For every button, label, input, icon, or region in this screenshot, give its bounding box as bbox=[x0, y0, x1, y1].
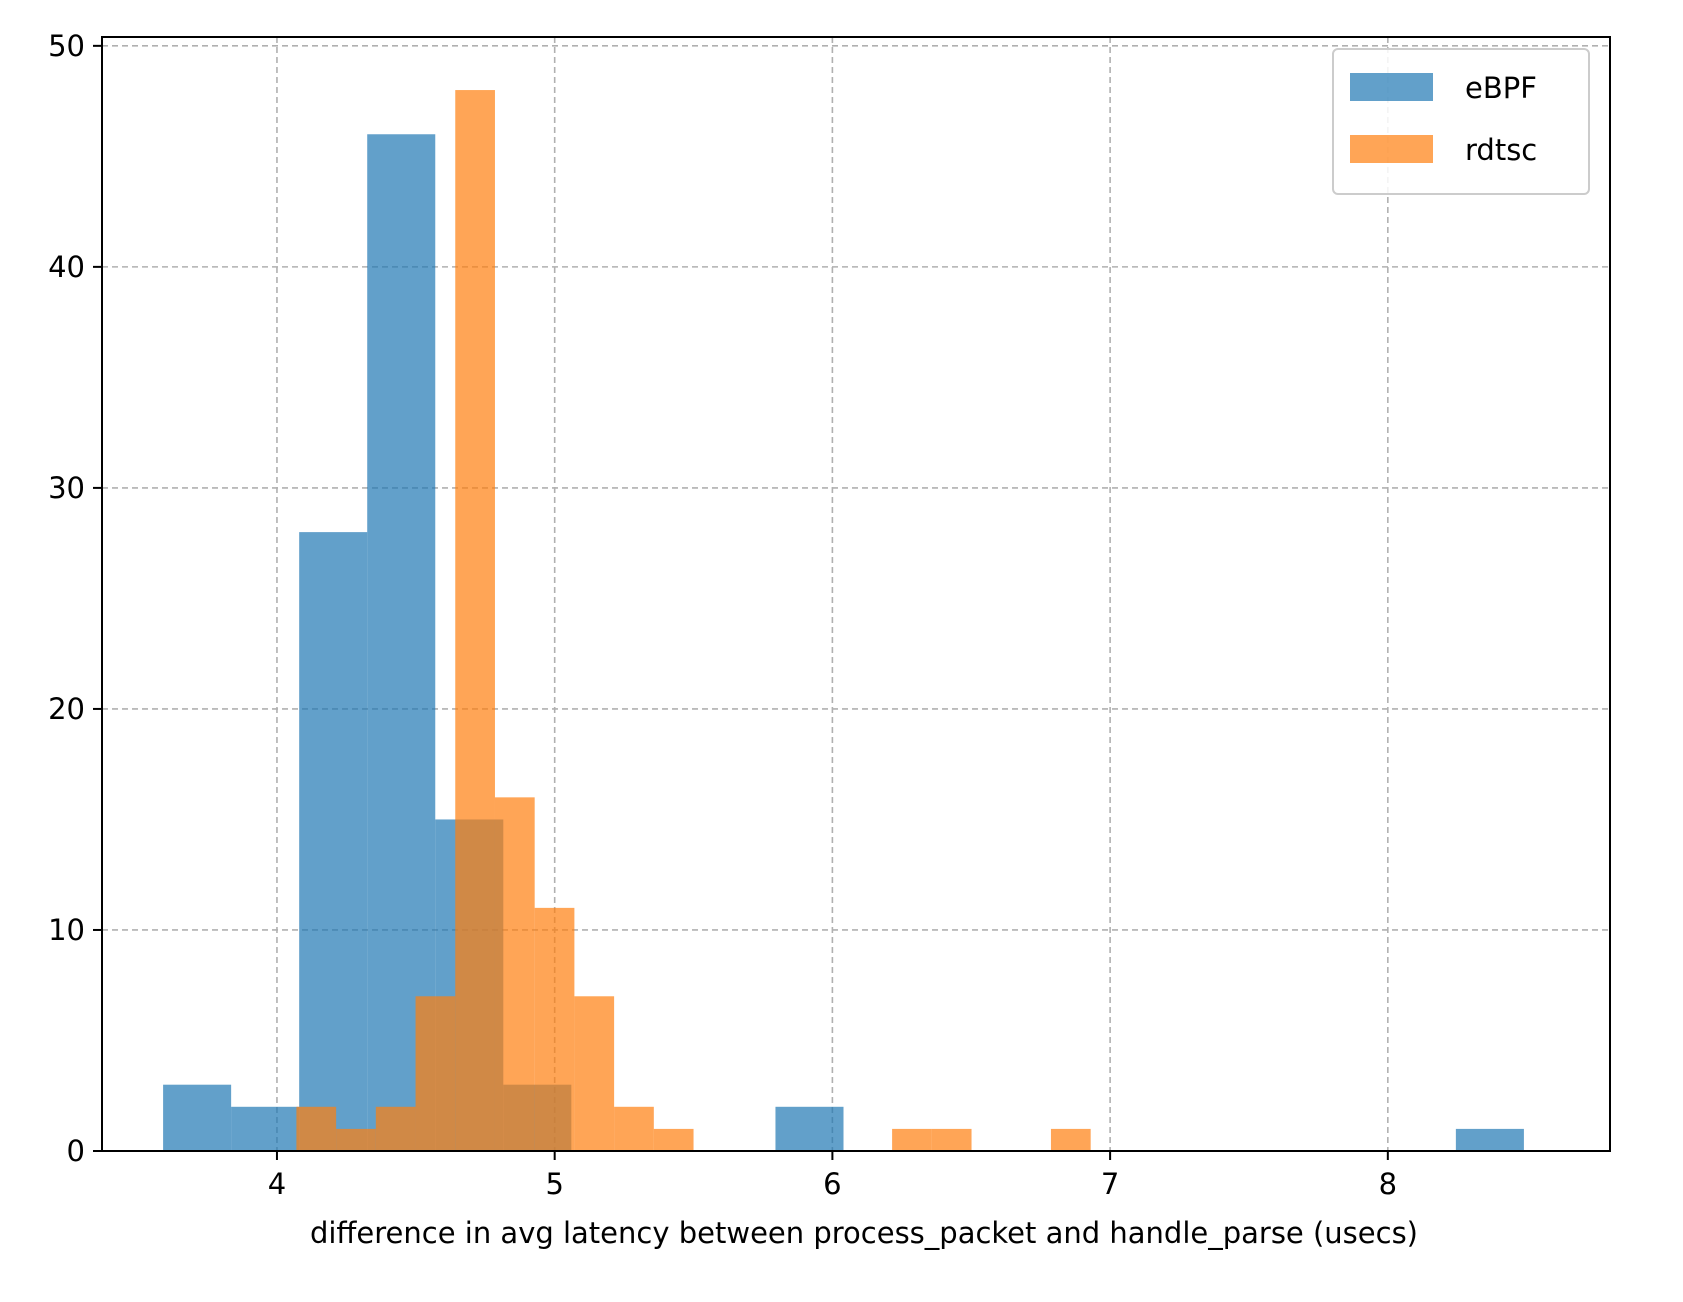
x-tick-label: 7 bbox=[1101, 1167, 1119, 1201]
legend: eBPF rdtsc bbox=[1332, 48, 1590, 195]
bar-rdtsc-2 bbox=[375, 1106, 416, 1151]
x-tick-label: 5 bbox=[545, 1167, 563, 1201]
bar-ebpf-0 bbox=[163, 1084, 232, 1151]
histogram-bars bbox=[163, 90, 1524, 1152]
legend-label-ebpf: eBPF bbox=[1465, 71, 1537, 105]
y-tick-label: 30 bbox=[48, 471, 85, 505]
x-tick-label: 4 bbox=[268, 1167, 286, 1201]
y-tick-label: 50 bbox=[48, 29, 85, 63]
bar-rdtsc-11 bbox=[931, 1128, 972, 1151]
x-tick-label: 8 bbox=[1379, 1167, 1397, 1201]
bar-rdtsc-0 bbox=[296, 1106, 337, 1151]
y-tick-label: 20 bbox=[48, 692, 85, 726]
y-tick-label: 10 bbox=[48, 913, 85, 947]
bar-ebpf-9 bbox=[775, 1106, 844, 1151]
legend-swatch-ebpf bbox=[1350, 73, 1433, 101]
x-tick-label: 6 bbox=[823, 1167, 841, 1201]
axis-ticks: 4 5 6 7 8 0 10 20 30 40 50 bbox=[48, 29, 1397, 1201]
bar-ebpf-11 bbox=[1455, 1128, 1524, 1151]
bar-rdtsc-10 bbox=[892, 1128, 932, 1151]
bar-rdtsc-5 bbox=[494, 797, 535, 1151]
bar-rdtsc-4 bbox=[455, 90, 495, 1152]
x-axis-label: difference in avg latency between proces… bbox=[310, 1216, 1418, 1250]
bar-ebpf-3 bbox=[367, 134, 436, 1151]
bar-rdtsc-3 bbox=[415, 996, 456, 1151]
bar-rdtsc-1 bbox=[336, 1128, 376, 1151]
legend-swatch-rdtsc bbox=[1350, 135, 1433, 163]
y-tick-label: 0 bbox=[67, 1134, 85, 1168]
legend-label-rdtsc: rdtsc bbox=[1465, 133, 1537, 167]
bar-rdtsc-9 bbox=[653, 1128, 694, 1151]
bar-rdtsc-8 bbox=[614, 1106, 654, 1151]
plot-frame bbox=[101, 36, 1611, 1152]
bar-rdtsc-6 bbox=[534, 907, 575, 1151]
legend-box bbox=[1332, 48, 1590, 195]
bar-rdtsc-7 bbox=[574, 996, 615, 1151]
bar-rdtsc-12 bbox=[1050, 1128, 1091, 1151]
bar-ebpf-2 bbox=[299, 532, 368, 1151]
y-tick-label: 40 bbox=[48, 250, 85, 284]
bar-ebpf-1 bbox=[231, 1106, 300, 1151]
